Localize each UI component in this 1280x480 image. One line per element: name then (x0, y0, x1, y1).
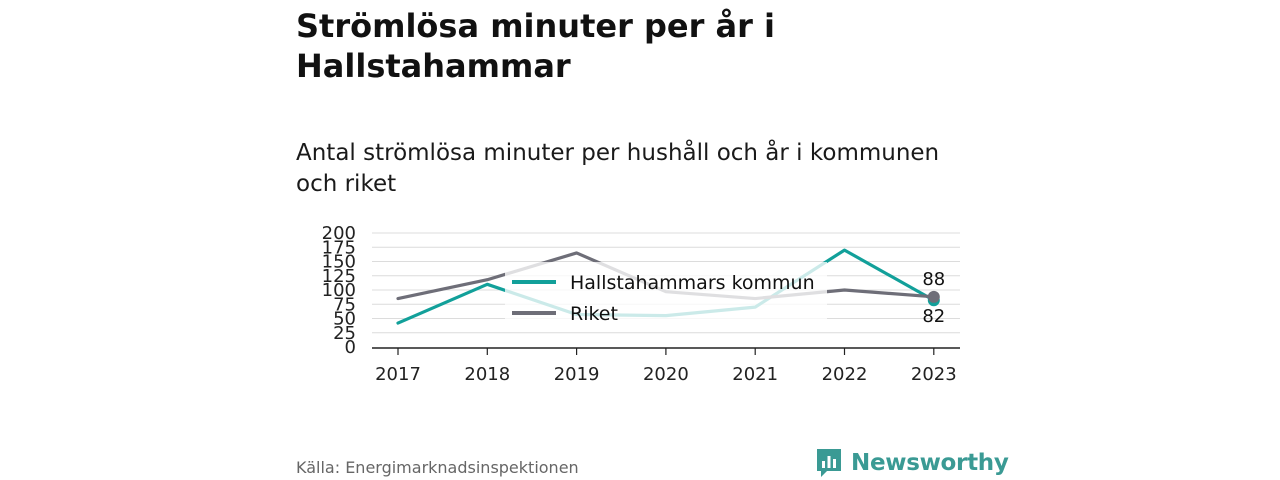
x-tick-label: 2019 (554, 364, 600, 385)
end-label-hallstahammar: 82 (922, 306, 945, 327)
source-note: Källa: Energimarknadsinspektionen (296, 458, 579, 477)
legend-label[interactable]: Riket (570, 303, 618, 325)
x-tick-label: 2023 (911, 364, 957, 385)
x-tick-label: 2018 (464, 364, 510, 385)
end-label-riket: 88 (922, 269, 945, 290)
legend: Hallstahammars kommun Riket (505, 262, 827, 330)
x-tick-label: 2017 (375, 364, 421, 385)
x-tick-label: 2020 (643, 364, 689, 385)
y-tick-label: 100 (322, 280, 356, 301)
brand-name: Newsworthy (851, 450, 1009, 476)
bar-chart-logo-icon (817, 449, 841, 477)
brand-logo[interactable]: Newsworthy (815, 447, 1009, 479)
y-tick-label: 75 (333, 294, 356, 315)
x-tick-label: 2021 (732, 364, 778, 385)
legend-label[interactable]: Hallstahammars kommun (570, 272, 815, 294)
y-tick-label: 25 (333, 323, 356, 344)
y-tick-label: 150 (322, 252, 356, 273)
legend-background (505, 262, 827, 330)
x-axis: 2017 2018 2019 2020 2021 2022 2023 (372, 347, 960, 385)
x-tick-label: 2022 (822, 364, 868, 385)
series-end-point-1 (927, 290, 940, 303)
chart-title: Strömlösa minuter per år i Hallstahammar (296, 7, 775, 85)
y-tick-label: 125 (322, 266, 356, 287)
y-tick-label: 0 (345, 337, 356, 358)
y-tick-label: 50 (333, 309, 356, 330)
y-tick-label: 200 (322, 223, 356, 244)
chart-subtitle: Antal strömlösa minuter per hushåll och … (296, 140, 940, 197)
end-labels: 88 82 (922, 269, 945, 327)
y-tick-label: 175 (322, 237, 356, 258)
